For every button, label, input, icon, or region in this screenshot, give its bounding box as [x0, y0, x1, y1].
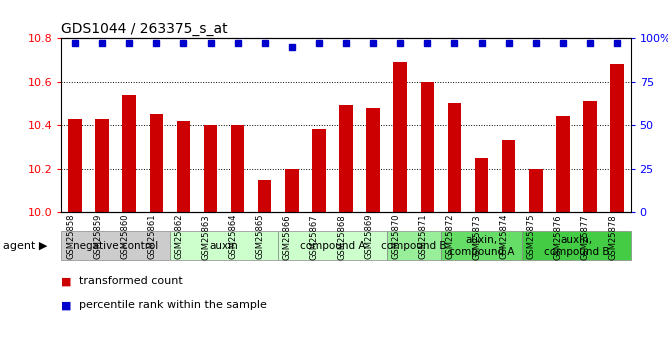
Bar — [529, 169, 542, 212]
Bar — [393, 62, 407, 212]
Bar — [556, 116, 570, 212]
Text: agent ▶: agent ▶ — [3, 241, 47, 251]
Text: GSM25868: GSM25868 — [337, 214, 346, 259]
Bar — [448, 103, 461, 212]
Text: transformed count: transformed count — [79, 276, 182, 286]
Text: GSM25863: GSM25863 — [202, 214, 210, 259]
Text: GSM25861: GSM25861 — [148, 214, 156, 259]
Text: auxin,
compound B: auxin, compound B — [544, 235, 609, 257]
Bar — [204, 125, 217, 212]
Text: GSM25871: GSM25871 — [418, 214, 428, 259]
Text: GSM25872: GSM25872 — [446, 214, 454, 259]
Text: GSM25877: GSM25877 — [581, 214, 590, 259]
Text: GSM25860: GSM25860 — [120, 214, 129, 259]
Text: auxin,
compound A: auxin, compound A — [449, 235, 514, 257]
Bar — [285, 169, 299, 212]
Text: percentile rank within the sample: percentile rank within the sample — [79, 300, 267, 310]
Text: GDS1044 / 263375_s_at: GDS1044 / 263375_s_at — [61, 22, 228, 37]
Text: compound A: compound A — [300, 241, 365, 251]
Text: GSM25874: GSM25874 — [500, 214, 508, 259]
Text: GSM25870: GSM25870 — [391, 214, 400, 259]
Text: ■: ■ — [61, 276, 72, 286]
Bar — [258, 179, 271, 212]
Bar — [366, 108, 380, 212]
Bar — [68, 119, 81, 212]
Text: negative control: negative control — [73, 241, 158, 251]
Text: ■: ■ — [61, 300, 72, 310]
Text: GSM25864: GSM25864 — [228, 214, 238, 259]
Text: GSM25869: GSM25869 — [364, 214, 373, 259]
Bar — [176, 121, 190, 212]
Bar — [339, 106, 353, 212]
Bar — [502, 140, 516, 212]
Bar — [421, 81, 434, 212]
Text: GSM25865: GSM25865 — [256, 214, 265, 259]
Bar — [96, 119, 109, 212]
Text: GSM25859: GSM25859 — [93, 214, 102, 259]
Bar — [583, 101, 597, 212]
Bar — [231, 125, 244, 212]
Bar — [611, 64, 624, 212]
Bar — [312, 129, 326, 212]
Bar — [475, 158, 488, 212]
Text: compound B: compound B — [381, 241, 446, 251]
Text: GSM25858: GSM25858 — [66, 214, 75, 259]
Text: GSM25867: GSM25867 — [310, 214, 319, 259]
Text: GSM25873: GSM25873 — [472, 214, 482, 259]
Bar — [122, 95, 136, 212]
Text: GSM25862: GSM25862 — [174, 214, 184, 259]
Text: GSM25876: GSM25876 — [554, 214, 563, 259]
Text: GSM25875: GSM25875 — [527, 214, 536, 259]
Text: GSM25866: GSM25866 — [283, 214, 292, 259]
Text: auxin: auxin — [210, 241, 238, 251]
Text: GSM25878: GSM25878 — [608, 214, 617, 259]
Bar — [150, 114, 163, 212]
